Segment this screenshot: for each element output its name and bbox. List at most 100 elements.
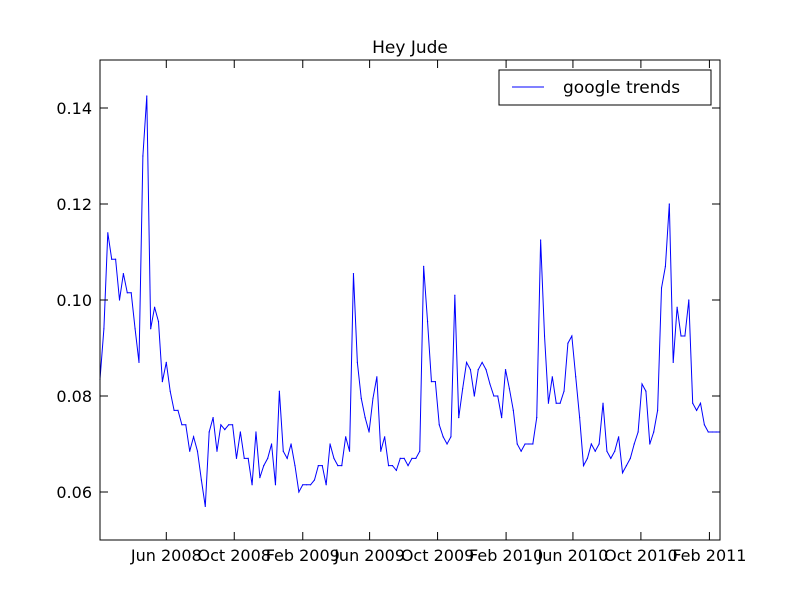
data-point [707,431,709,433]
data-point [489,383,491,385]
x-tick-label: Feb 2010 [469,546,543,565]
data-point [450,436,452,438]
data-point [142,155,144,157]
data-point [321,465,323,467]
legend: google trends [498,69,712,106]
data-point [329,443,331,445]
data-point [403,457,405,459]
data-point [325,484,327,486]
data-point [360,397,362,399]
x-tick-label: Jun 2010 [537,546,609,565]
data-point [504,369,507,371]
data-point [696,409,698,411]
data-point [559,402,561,404]
data-point [313,479,316,481]
data-point [473,395,475,397]
data-point [161,381,163,383]
data-point [660,287,663,289]
data-point [586,457,589,459]
data-point [235,457,238,459]
data-point [407,465,409,467]
data-point [551,376,553,378]
data-point [512,409,514,411]
data-point [270,443,273,445]
data-point [516,443,518,445]
data-point [571,335,573,337]
legend-label: google trends [563,78,680,98]
data-point [524,443,526,445]
data-point [672,361,674,363]
data-point [411,457,413,459]
x-tick-label: Oct 2009 [401,546,474,565]
data-point [118,299,121,301]
data-point [699,402,702,404]
x-tick-label: Jun 2009 [333,546,405,565]
data-point [337,465,339,467]
data-point [606,450,608,452]
data-point [458,417,460,419]
data-point [426,321,429,323]
data-point [185,424,187,426]
data-point [434,381,436,383]
data-point [286,457,288,459]
y-tick-label: 0.10 [56,291,92,310]
data-point [590,443,592,445]
data-point [274,484,277,486]
data-point [540,239,542,241]
data-point [384,436,386,438]
data-point [621,472,624,474]
data-point [497,395,499,397]
data-point [684,335,686,337]
data-point [348,450,351,452]
data-point [653,431,655,433]
data-point [146,95,148,97]
data-point [387,465,390,467]
data-point [438,424,440,426]
data-point [415,457,417,459]
data-point [625,465,628,467]
data-point [469,369,472,371]
chart-title: Hey Jude [372,38,448,58]
data-point [454,294,456,296]
data-point [641,383,643,385]
data-point [204,505,206,507]
x-tick-label: Feb 2009 [266,546,340,565]
data-point [555,402,557,404]
data-point [228,424,230,426]
data-point [263,465,265,467]
data-point [196,450,199,452]
data-point [703,424,706,426]
data-point [610,457,612,459]
data-point [376,376,378,378]
data-point [493,395,495,397]
data-point [368,431,370,433]
data-point [614,450,616,452]
data-point [352,273,355,275]
data-point [563,390,565,392]
data-point [618,436,620,438]
data-point [298,491,300,493]
data-point [692,402,694,404]
series-line [99,95,720,507]
data-point [391,465,394,467]
data-point [676,306,678,308]
data-point [395,469,397,471]
data-point [567,342,569,344]
data-point [181,424,183,426]
x-tick-label: Oct 2010 [604,546,677,565]
data-point [150,328,152,330]
data-point [356,361,358,363]
data-point [547,402,550,404]
data-point [423,265,425,267]
data-point [380,450,382,452]
data-point [282,450,284,452]
data-point [649,443,651,445]
data-point [138,361,140,363]
data-point [290,443,292,445]
data-point [224,429,226,431]
data-point [115,258,117,260]
data-point [103,328,105,330]
data-point [637,431,639,433]
data-point [153,306,156,308]
